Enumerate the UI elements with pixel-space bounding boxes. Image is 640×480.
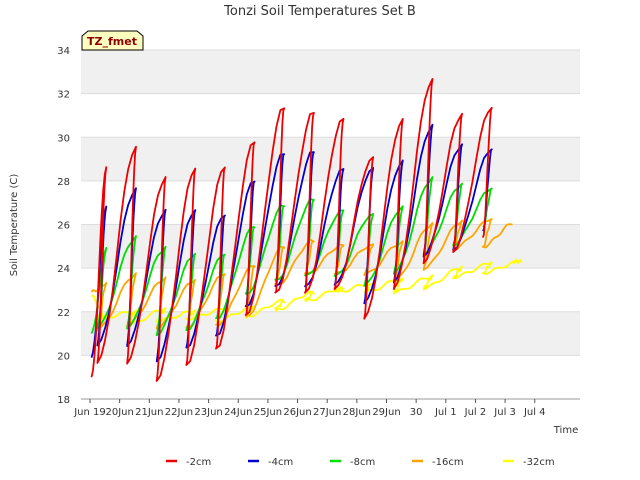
legend-label--16cm: -16cm bbox=[432, 457, 464, 468]
y-axis-label: Soil Temperature (C) bbox=[9, 174, 20, 277]
chart-title: Tonzi Soil Temperatures Set B bbox=[223, 4, 416, 19]
y-tick-label: 34 bbox=[57, 46, 70, 57]
x-tick-label: 24Jun bbox=[224, 407, 252, 418]
x-tick-label: 27Jun bbox=[313, 407, 341, 418]
series-line--16cm bbox=[90, 218, 513, 332]
y-tick-label: 24 bbox=[57, 264, 70, 275]
series-lines bbox=[90, 78, 523, 382]
x-axis: Jun 19 20Jun 21Jun 22Jun 23Jun 24Jun 25Jun 26Ju… bbox=[73, 398, 580, 418]
x-axis-label: Time bbox=[553, 425, 578, 436]
x-tick-label: Jun 19 bbox=[73, 407, 106, 418]
x-tick-label: 20Jun bbox=[105, 407, 133, 418]
legend-label--32cm: -32cm bbox=[523, 457, 555, 468]
series-line--8cm bbox=[90, 176, 493, 337]
legend-label--8cm: -8cm bbox=[350, 457, 375, 468]
x-tick-label: 29Jun bbox=[372, 407, 400, 418]
badge: TZ_fmet bbox=[81, 30, 144, 51]
legend-label--4cm: -4cm bbox=[268, 457, 293, 468]
x-tick-label: 30 bbox=[410, 407, 423, 418]
x-tick-label: 28Jun bbox=[343, 407, 371, 418]
y-tick-label: 20 bbox=[57, 351, 70, 362]
legend: -2cm -4cm -8cm -16cm -32cm bbox=[166, 457, 555, 468]
y-axis: 18 20 22 24 26 28 30 32 34 bbox=[57, 46, 70, 406]
y-tick-label: 26 bbox=[57, 221, 70, 232]
y-tick-label: 22 bbox=[57, 308, 70, 319]
legend-label--2cm: -2cm bbox=[186, 457, 211, 468]
y-tick-label: 28 bbox=[57, 177, 70, 188]
x-tick-label: Jul 2 bbox=[464, 407, 487, 418]
x-tick-label: Jul 4 bbox=[523, 407, 546, 418]
x-tick-label: 26Jun bbox=[283, 407, 311, 418]
grid-band bbox=[81, 311, 580, 356]
x-tick-label: 23Jun bbox=[194, 407, 222, 418]
x-tick-label: 21Jun bbox=[135, 407, 163, 418]
series-line--2cm bbox=[90, 78, 493, 382]
x-tick-label: 25Jun bbox=[254, 407, 282, 418]
badge-shape bbox=[81, 30, 144, 51]
x-tick-label: Jul 1 bbox=[434, 407, 457, 418]
x-tick-label: 22Jun bbox=[165, 407, 193, 418]
series-line--4cm bbox=[90, 123, 493, 363]
badge-label: TZ_fmet bbox=[87, 35, 137, 48]
y-tick-label: 18 bbox=[57, 395, 70, 406]
grid-band bbox=[81, 50, 580, 94]
x-tick-label: Jul 3 bbox=[493, 407, 516, 418]
y-tick-label: 32 bbox=[57, 90, 70, 101]
y-tick-label: 30 bbox=[57, 133, 70, 144]
series-line--32cm bbox=[90, 258, 523, 328]
